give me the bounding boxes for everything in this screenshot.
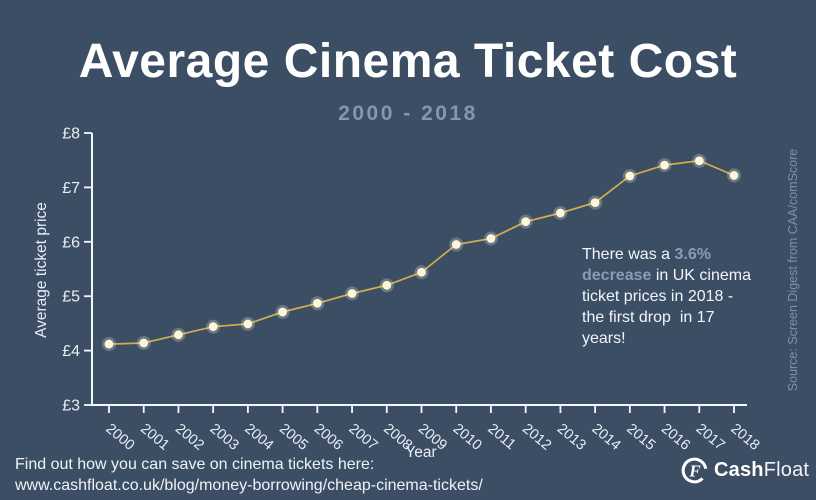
y-axis-title: Average ticket price (33, 202, 50, 338)
x-tick-label: 2002 (172, 421, 207, 454)
cashfloat-logo-text: CashFloat (714, 459, 809, 482)
x-tick-label: 2005 (276, 421, 311, 454)
data-point-2016 (660, 160, 669, 170)
y-tick-label: £6 (62, 234, 80, 251)
data-point-2004 (243, 319, 253, 329)
x-tick-label: 2012 (519, 421, 554, 454)
data-point-2006 (312, 298, 322, 308)
annotation-highlight: 3.6% decrease (582, 246, 711, 284)
data-point-2017 (694, 156, 704, 166)
source-credit: Source: Screen Digest from CAA/comScore (786, 148, 800, 392)
x-tick-label: 2017 (693, 421, 728, 454)
x-tick-label: 2003 (207, 421, 242, 454)
x-tick-label: 2007 (345, 421, 380, 454)
data-point-2015 (625, 171, 635, 181)
y-tick-label: £8 (62, 126, 80, 143)
x-tick-label: 2015 (623, 421, 658, 454)
x-tick-label: 2006 (311, 421, 346, 454)
page-title: Average Cinema Ticket Cost (78, 35, 738, 88)
data-point-2011 (486, 234, 496, 243)
cashfloat-f-icon: F (681, 457, 708, 484)
x-tick-label: 2014 (589, 421, 624, 454)
cashfloat-logo: F CashFloat (680, 456, 809, 485)
data-point-2010 (451, 240, 461, 249)
x-tick-label: 2010 (450, 421, 485, 454)
x-tick-label: 2004 (241, 421, 276, 454)
footer-text: Find out how you can save on cinema tick… (15, 456, 375, 473)
footer: Find out how you can save on cinema tick… (15, 454, 483, 496)
y-tick-label: £7 (62, 180, 80, 197)
data-point-2000 (104, 339, 114, 349)
logo-text-float: Float (763, 459, 810, 481)
svg-text:F: F (688, 461, 701, 480)
x-tick-label: 2001 (137, 421, 172, 454)
logo-text-cash: Cash (714, 459, 764, 481)
data-point-2013 (555, 208, 565, 218)
y-tick-label: £3 (62, 398, 80, 415)
annotation-suffix: in UK cinema ticket prices in 2018 - the… (582, 267, 751, 347)
x-tick-label: 2018 (727, 421, 762, 454)
x-tick-label: 2016 (658, 421, 693, 454)
page-subtitle: 2000 - 2018 (338, 102, 478, 125)
x-tick-label: 2000 (102, 421, 137, 454)
annotation-text: There was a 3.6% decrease in UK cinema t… (582, 244, 797, 349)
y-tick-label: £5 (62, 289, 80, 306)
annotation-prefix: There was a (582, 246, 675, 263)
data-point-2012 (521, 217, 531, 227)
data-point-2002 (174, 330, 183, 340)
footer-link[interactable]: www.cashfloat.co.uk/blog/money-borrowing… (15, 477, 483, 494)
data-point-2001 (139, 338, 149, 348)
data-point-2007 (347, 289, 357, 298)
x-axis-title: Year (405, 444, 436, 461)
data-point-2008 (382, 280, 392, 290)
data-point-2003 (208, 322, 218, 332)
data-point-2005 (278, 307, 288, 317)
data-point-2009 (417, 267, 426, 277)
y-tick-label: £4 (62, 343, 80, 360)
x-tick-label: 2011 (484, 421, 518, 453)
data-point-2018 (729, 171, 739, 180)
x-tick-label: 2013 (554, 421, 589, 454)
data-point-2014 (590, 198, 600, 208)
